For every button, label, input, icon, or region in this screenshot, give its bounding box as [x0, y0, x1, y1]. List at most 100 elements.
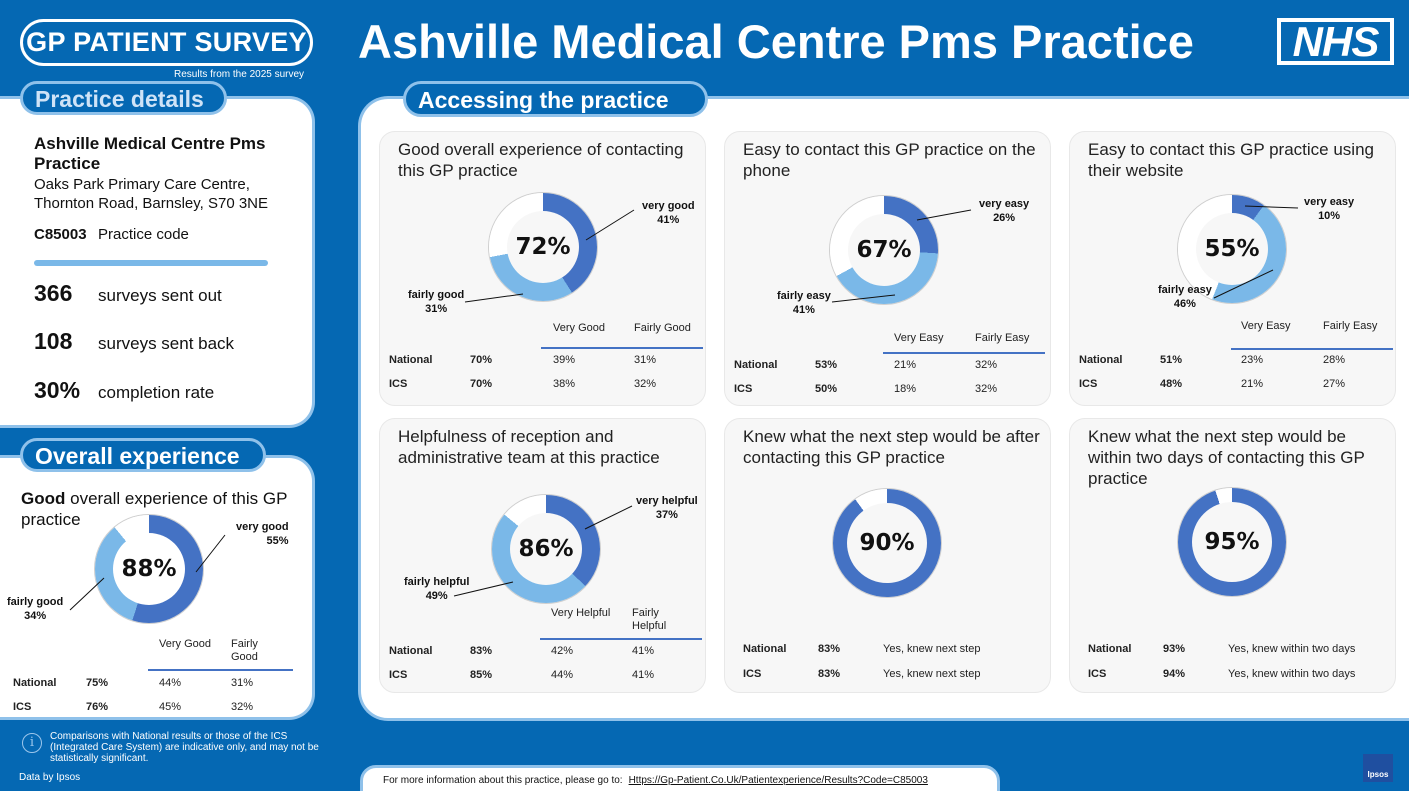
seg2-data-label: fairly easy 46% [1158, 283, 1212, 311]
col-header-2: Fairly Helpful [632, 607, 667, 632]
oe-fairly-good-data-label-pct: 34% [24, 610, 47, 622]
title-rest: overall experience of this GP practice [21, 489, 288, 529]
oe-leader-2 [69, 577, 105, 611]
oe-very-good-data-label-pct: 55% [266, 535, 289, 547]
seg2-data-label-pct: 46% [1173, 298, 1196, 310]
gp-patient-survey-logo: GP PATIENT SURVEY [20, 19, 313, 66]
oe-row-c2: 32% [231, 701, 254, 713]
accessing-practice-heading: Accessing the practice [403, 81, 708, 117]
seg1-data-label-label: very easy [1304, 196, 1355, 208]
stat-value: 366 [34, 280, 73, 306]
card3-donut-total: 55% [1196, 213, 1268, 285]
row-c1: 39% [553, 354, 576, 366]
more-info-text: For more information about this practice… [383, 775, 623, 786]
oe-row-total: 76% [86, 701, 109, 713]
col-header-2: Fairly Good [634, 322, 691, 334]
row-name: National [1088, 643, 1132, 655]
card-2: Easy to contact this GP practice on the … [724, 131, 1051, 406]
oe-col-header-2: Fairly Good [231, 638, 258, 663]
card2-donut-total: 67% [848, 214, 920, 286]
col-header-2: Fairly Easy [975, 332, 1030, 344]
card-title: Good overall experience of contacting th… [398, 140, 684, 180]
oe-fairly-good-data-label: fairly good 34% [7, 595, 63, 623]
row-name: ICS [389, 378, 408, 390]
row-total: 83% [818, 643, 841, 655]
seg2-data-label-label: fairly helpful [404, 576, 470, 588]
row-c2: 32% [975, 359, 998, 371]
divider-bar [34, 260, 268, 266]
row-total: 85% [470, 669, 493, 681]
row-c2: 31% [634, 354, 657, 366]
row-c1: 23% [1241, 354, 1264, 366]
col-header-1: Very Easy [894, 332, 944, 344]
ipsos-logo: Ipsos [1363, 754, 1393, 782]
practice-results-link[interactable]: Https://Gp-Patient.Co.Uk/Patientexperien… [628, 775, 928, 786]
row-name: ICS [1079, 378, 1098, 390]
row-c2: 28% [1323, 354, 1346, 366]
card-3: Easy to contact this GP practice using t… [1069, 131, 1396, 406]
row-c2: 32% [975, 383, 998, 395]
oe-row-c1: 45% [159, 701, 182, 713]
nhs-logo-text: NHS [1281, 20, 1390, 62]
row-name: National [389, 645, 433, 657]
seg1-data-label-label: very easy [979, 198, 1030, 210]
oe-donut-total: 88% [113, 533, 185, 605]
title-bold: Good [21, 489, 66, 508]
row-name: National [389, 354, 433, 366]
seg1-data-label-pct: 37% [655, 509, 678, 521]
card6-donut-total: 95% [1192, 502, 1272, 582]
col-header-1: Very Good [553, 322, 605, 334]
nhs-logo: NHS [1277, 18, 1394, 65]
row-total: 94% [1163, 668, 1186, 680]
row-c2: 41% [632, 645, 655, 657]
row-c1: 44% [551, 669, 574, 681]
card-1: Good overall experience of contacting th… [379, 131, 706, 406]
card-6: Knew what the next step would be within … [1069, 418, 1396, 693]
stat-sent-out: 366 surveys sent out [34, 280, 222, 307]
table-rule [1231, 348, 1393, 350]
row-desc: Yes, knew within two days [1228, 643, 1356, 655]
page-title: Ashville Medical Centre Pms Practice [358, 15, 1194, 68]
info-icon: i [22, 733, 42, 753]
row-desc: Yes, knew next step [883, 668, 981, 680]
seg1-data-label-label: very helpful [636, 495, 698, 507]
seg2-data-label-label: fairly easy [777, 290, 831, 302]
row-total: 48% [1160, 378, 1183, 390]
data-attribution: Data by Ipsos [19, 772, 81, 783]
card5-donut-total: 90% [847, 503, 927, 583]
row-c1: 21% [894, 359, 917, 371]
card4-donut-total: 86% [510, 513, 582, 585]
row-total: 70% [470, 354, 493, 366]
practice-address: Oaks Park Primary Care Centre, Thornton … [34, 176, 269, 212]
oe-row-name: ICS [13, 701, 32, 713]
card-title: Knew what the next step would be after c… [743, 427, 1040, 467]
oe-very-good-data-label-label: very good [236, 521, 289, 533]
oe-table-rule [148, 669, 293, 671]
row-desc: Yes, knew next step [883, 643, 981, 655]
table-rule [883, 352, 1045, 354]
row-total: 93% [1163, 643, 1186, 655]
col-header-1: Very Easy [1241, 320, 1291, 332]
oe-row-name: National [13, 677, 57, 689]
row-total: 53% [815, 359, 838, 371]
survey-year-subtitle: Results from the 2025 survey [174, 69, 305, 80]
seg1-data-label-label: very good [642, 200, 695, 212]
seg2-data-label: fairly good 31% [408, 288, 464, 316]
oe-very-good-data-label: very good 55% [236, 520, 289, 548]
col-header-1: Very Helpful [551, 607, 611, 619]
overall-experience-heading: Overall experience [20, 438, 266, 472]
card-4: Helpfulness of reception and administrat… [379, 418, 706, 693]
col-header-2: Fairly Easy [1323, 320, 1378, 332]
row-c1: 38% [553, 378, 576, 390]
row-c1: 18% [894, 383, 917, 395]
oe-row-c1: 44% [159, 677, 182, 689]
stat-value: 30% [34, 377, 81, 403]
seg1-data-label-pct: 10% [1318, 210, 1341, 222]
practice-details-heading: Practice details [20, 81, 227, 115]
row-name: National [743, 643, 787, 655]
seg1-data-label: very easy 10% [1304, 195, 1354, 223]
row-c1: 42% [551, 645, 574, 657]
oe-row-c2: 31% [231, 677, 254, 689]
seg2-data-label: fairly easy 41% [777, 289, 831, 317]
row-c2: 27% [1323, 378, 1346, 390]
